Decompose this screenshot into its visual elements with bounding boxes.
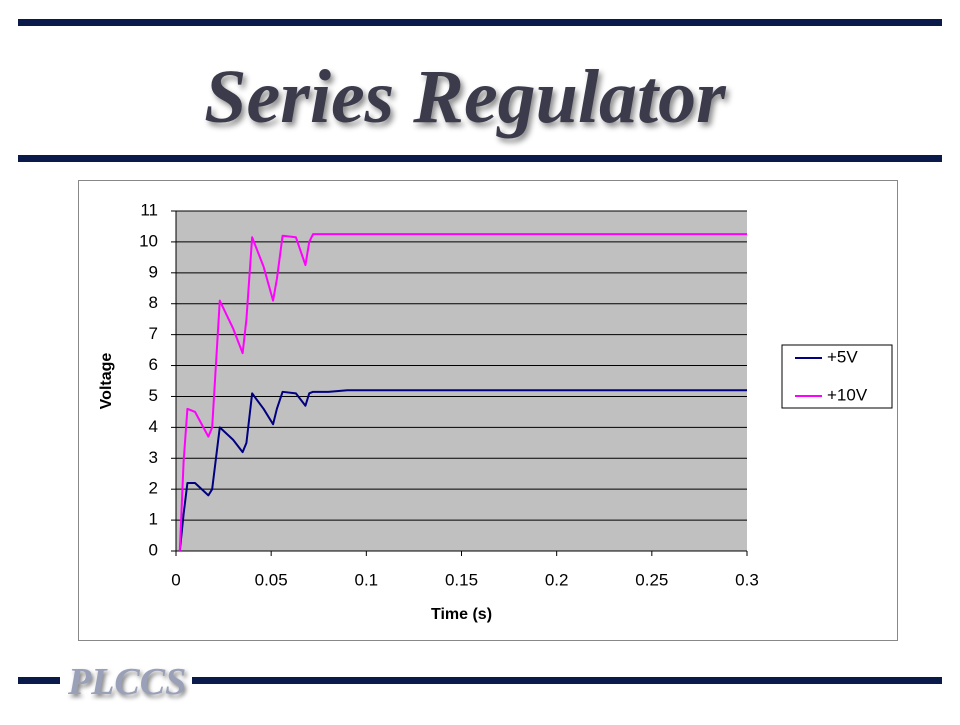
legend-box xyxy=(781,344,893,409)
footer-bar xyxy=(192,677,942,684)
y-tick-label: 0 xyxy=(149,540,158,559)
x-axis-label: Time (s) xyxy=(431,606,492,623)
x-tick-label: 0.25 xyxy=(635,570,668,589)
y-tick-label: 5 xyxy=(149,386,158,405)
y-tick-label: 7 xyxy=(149,324,158,343)
y-tick-label: 8 xyxy=(149,293,158,312)
top-bar xyxy=(18,19,942,26)
legend-label: +5V xyxy=(827,347,858,366)
y-tick-label: 1 xyxy=(149,510,158,529)
footer-bar xyxy=(18,677,60,684)
plot-area xyxy=(176,211,747,551)
y-tick-label: 2 xyxy=(149,479,158,498)
footer-text: PLCCS xyxy=(67,661,186,703)
legend-label: +10V xyxy=(827,385,868,404)
x-tick-label: 0 xyxy=(171,570,180,589)
series-line xyxy=(178,233,747,552)
y-axis-label: Voltage xyxy=(98,353,115,410)
x-tick-label: 0.1 xyxy=(355,570,379,589)
rule-bar xyxy=(18,155,942,162)
x-tick-label: 0.15 xyxy=(445,570,478,589)
series-line xyxy=(178,389,747,552)
x-tick-label: 0.3 xyxy=(735,570,759,589)
y-tick-label: 10 xyxy=(139,231,158,250)
y-tick-label: 9 xyxy=(149,262,158,281)
y-tick-label: 4 xyxy=(149,417,158,436)
x-tick-label: 0.05 xyxy=(255,570,288,589)
y-tick-label: 6 xyxy=(149,355,158,374)
slide-title: Series Regulator xyxy=(204,55,727,139)
x-tick-label: 0.2 xyxy=(545,570,569,589)
y-tick-label: 3 xyxy=(149,448,158,467)
y-tick-label: 11 xyxy=(140,200,158,219)
